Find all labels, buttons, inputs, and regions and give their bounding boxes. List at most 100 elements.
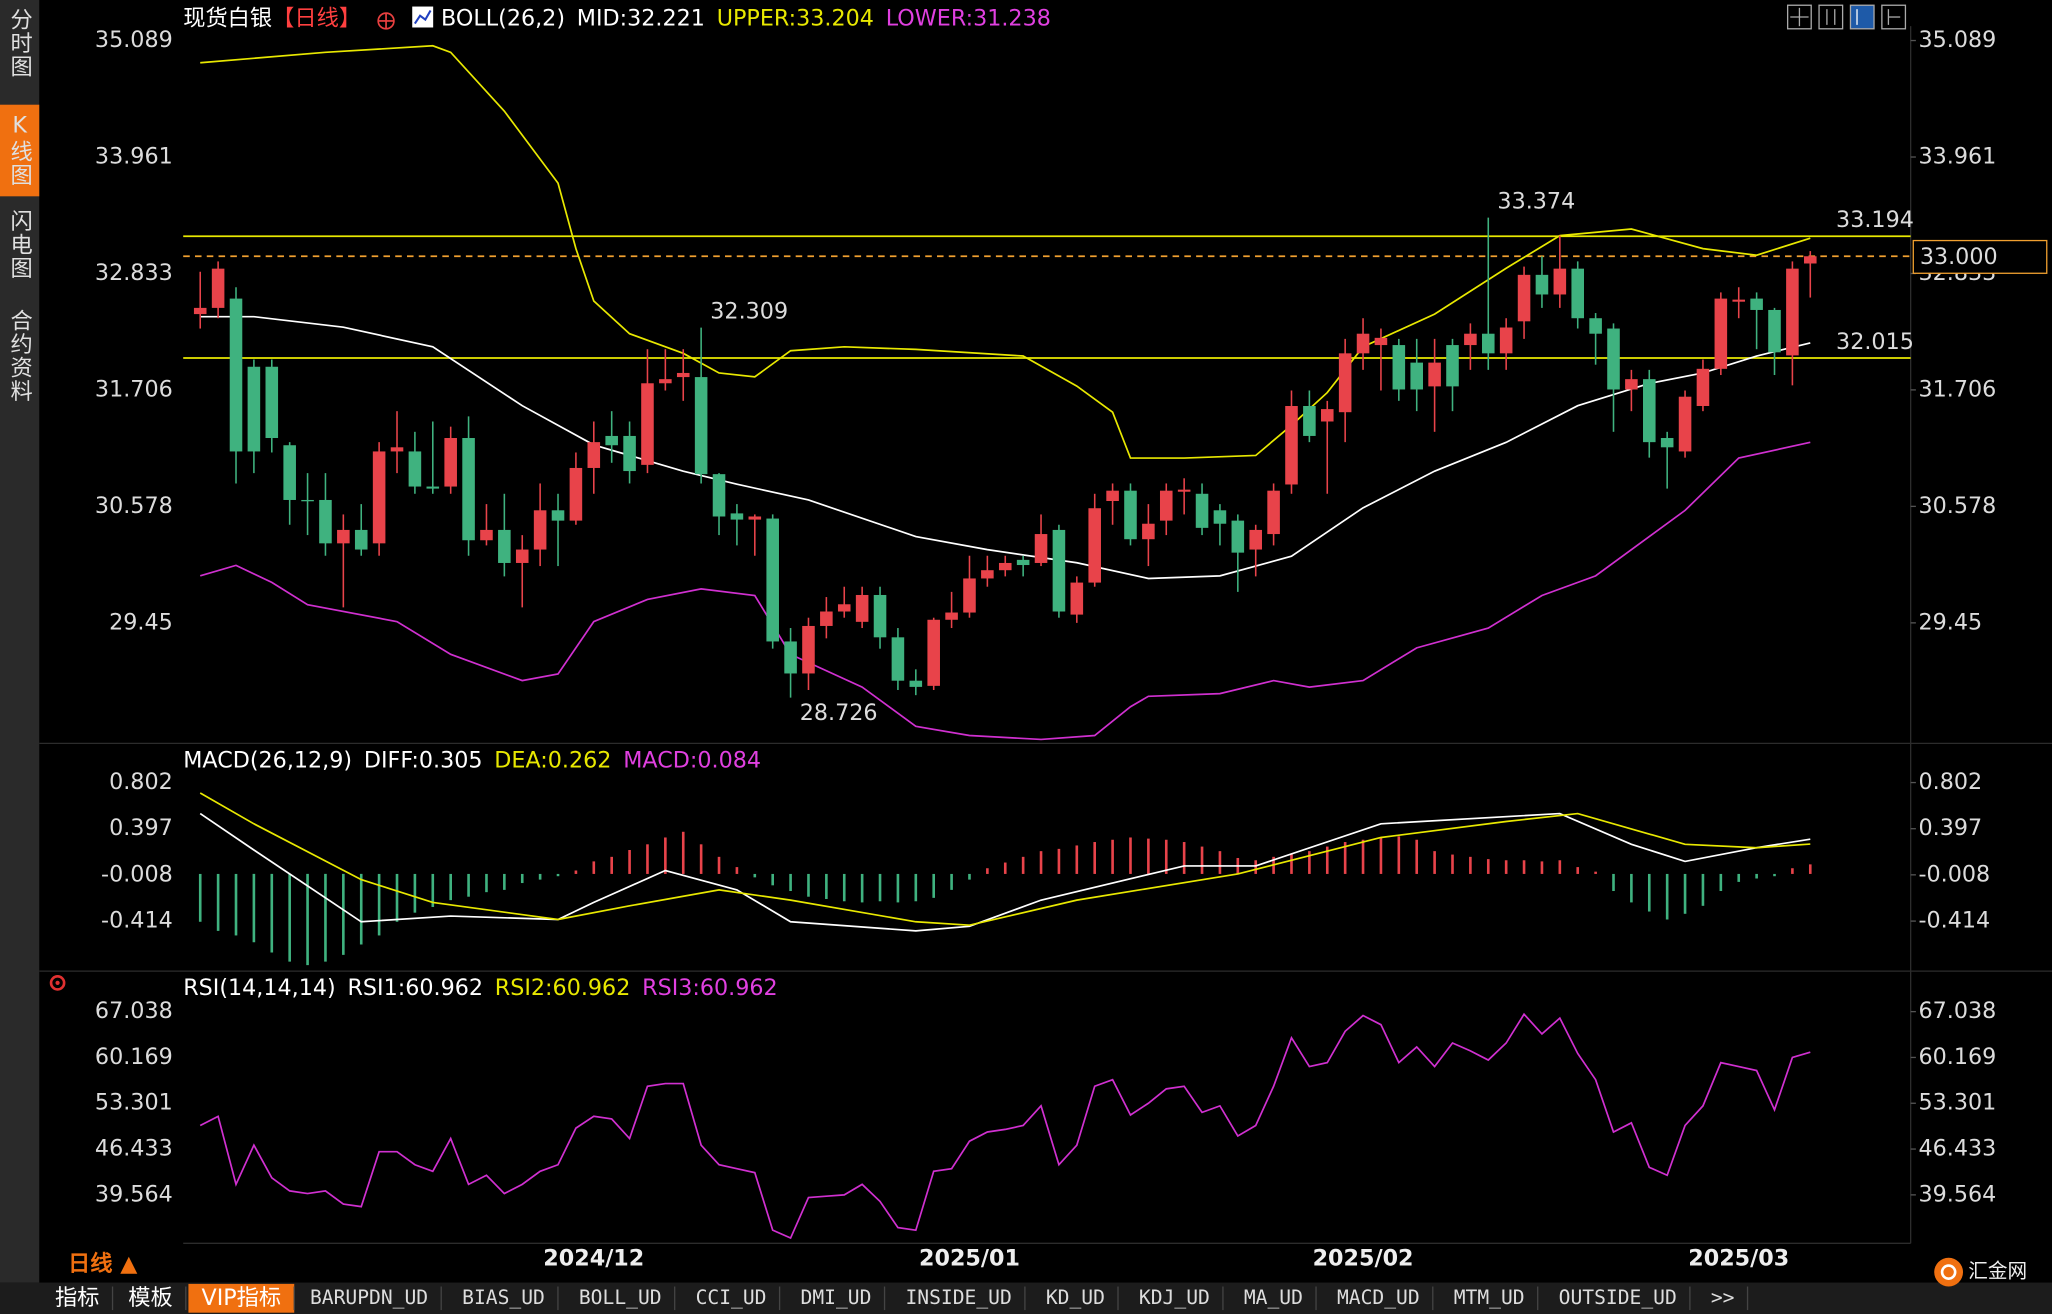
toolbar-tab-label: BIAS_UD: [462, 1286, 545, 1309]
candle-body: [1750, 298, 1763, 310]
candle-body: [1195, 493, 1209, 528]
y-tick-label: 29.45: [109, 609, 173, 635]
y-tick-label-right: 67.038: [1919, 998, 1997, 1024]
toolbar-tab[interactable]: >>: [1711, 1286, 1735, 1309]
candle-body: [766, 518, 779, 642]
candle-body: [1177, 489, 1191, 492]
candle-body: [659, 379, 672, 384]
y-tick-label-right: 60.169: [1919, 1044, 1997, 1070]
candle-body: [1142, 523, 1155, 540]
legend-item: UPPER:33.204: [717, 5, 874, 31]
legend-item: RSI2:60.962: [495, 975, 631, 1001]
sidebar-tab[interactable]: K线图: [7, 113, 33, 187]
y-tick-label: -0.008: [101, 861, 173, 887]
candle-body: [515, 549, 529, 563]
candle-body: [1804, 256, 1817, 264]
candle-body: [1159, 490, 1173, 521]
candle-body: [337, 529, 350, 544]
candle-body: [1034, 534, 1048, 563]
legend-item: DIFF:0.305: [364, 747, 483, 773]
toolbar-tab[interactable]: DMI_UD: [801, 1286, 872, 1309]
candle-body: [1410, 362, 1423, 390]
candle-body: [1213, 510, 1227, 524]
extreme-label: 33.374: [1497, 188, 1575, 214]
y-tick-label-right: 39.564: [1919, 1181, 1997, 1207]
y-tick-label: 60.169: [95, 1044, 173, 1070]
y-tick-label-right: 30.578: [1919, 493, 1997, 519]
candle-body: [1374, 337, 1388, 346]
period-switch[interactable]: 日线 ▲: [68, 1250, 138, 1277]
sidebar-tab[interactable]: 分时图: [7, 7, 33, 78]
horizontal-line-label: 33.194: [1836, 207, 1914, 233]
candle-body: [1303, 405, 1316, 436]
add-icon[interactable]: [377, 12, 395, 30]
toolbar-tab[interactable]: MTM_UD: [1454, 1286, 1525, 1309]
y-tick-label-right: 29.45: [1919, 609, 1983, 635]
candle-body: [569, 467, 583, 521]
toolbar-tab-label: MTM_UD: [1454, 1286, 1525, 1309]
toolbar-tab-label: >>: [1711, 1286, 1735, 1309]
candle-body: [229, 298, 243, 452]
candle-body: [605, 435, 618, 446]
indicator-line: [199, 1012, 1811, 1240]
sidebar-tab[interactable]: 合约资料: [7, 308, 33, 403]
y-tick-label-right: 35.089: [1919, 27, 1997, 53]
candle-body: [945, 612, 958, 620]
legend-title: MACD(26,12,9): [183, 747, 352, 773]
toolbar-tab-label: KDJ_UD: [1139, 1286, 1210, 1309]
candle-body: [837, 604, 851, 612]
candle-body: [551, 510, 565, 521]
candle-body: [462, 438, 475, 541]
x-tick-label: 2025/03: [1688, 1246, 1789, 1272]
y-tick-label: 32.833: [95, 260, 173, 286]
candle-body: [820, 611, 833, 626]
logo-icon: [1934, 1257, 1964, 1287]
sidebar-tab[interactable]: 闪电图: [7, 209, 33, 280]
candle-body: [855, 594, 869, 622]
toolbar-tab[interactable]: BOLL_UD: [579, 1286, 662, 1309]
settings-icon[interactable]: [49, 975, 66, 991]
candle-body: [1678, 396, 1692, 452]
y-tick-label: 53.301: [95, 1090, 173, 1116]
toolbar-tab[interactable]: OUTSIDE_UD: [1559, 1286, 1677, 1309]
candle-body: [1660, 438, 1674, 448]
y-tick-label: 31.706: [95, 376, 173, 402]
candle-body: [193, 307, 207, 315]
candle-body: [891, 637, 905, 681]
toolbar-tab[interactable]: VIP指标: [188, 1283, 295, 1313]
panel-legend: 现货白银【日线】: [183, 5, 361, 31]
candle-body: [1016, 559, 1030, 566]
toolbar-tab[interactable]: CCI_UD: [696, 1286, 767, 1309]
candle-body: [1553, 268, 1567, 295]
candle-body: [1625, 379, 1638, 390]
toolbar-tab[interactable]: MACD_UD: [1337, 1286, 1420, 1309]
candle-body: [211, 268, 225, 308]
candle-body: [909, 680, 923, 687]
toolbar-bg: [0, 1282, 2052, 1314]
toolbar-tab[interactable]: KDJ_UD: [1139, 1286, 1210, 1309]
candle-body: [372, 451, 386, 544]
toolbar-tab[interactable]: MA_UD: [1244, 1286, 1303, 1309]
y-tick-label: 35.089: [95, 27, 173, 53]
toolbar-tab[interactable]: BARUPDN_UD: [310, 1286, 428, 1309]
toolbar-tab[interactable]: BIAS_UD: [462, 1286, 545, 1309]
price-box: [1912, 239, 2048, 274]
toolbar-tab[interactable]: 指标: [55, 1285, 99, 1311]
toolbar-tab[interactable]: INSIDE_UD: [905, 1286, 1011, 1309]
toolbar-tab-label: DMI_UD: [801, 1286, 872, 1309]
candle-body: [1714, 298, 1728, 369]
toolbar-tab[interactable]: 模板: [128, 1285, 172, 1311]
candle-body: [1338, 353, 1352, 413]
chart-icon[interactable]: [412, 6, 434, 28]
candle-body: [963, 578, 976, 613]
indicator-line: [200, 315, 1811, 580]
candle-body: [1320, 409, 1334, 422]
sidebar-bg: [0, 0, 40, 1283]
toolbar-tab-label: INSIDE_UD: [905, 1286, 1011, 1309]
y-tick-label: 0.397: [109, 815, 173, 841]
toolbar-tab[interactable]: KD_UD: [1046, 1286, 1105, 1309]
candle-body: [1088, 508, 1101, 583]
legend-item: MACD:0.084: [623, 747, 761, 773]
layout-icons[interactable]: [1786, 4, 1907, 30]
